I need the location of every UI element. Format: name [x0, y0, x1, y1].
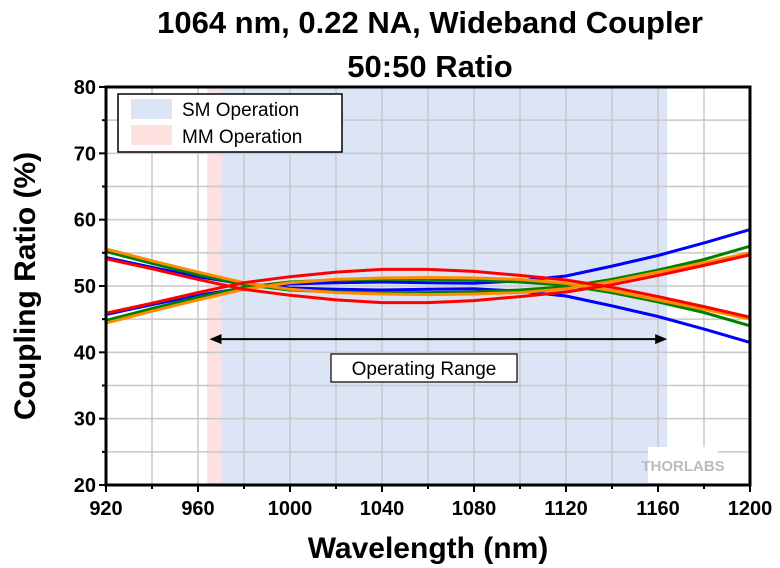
x-tick-label: 1000	[268, 498, 313, 520]
legend-label-mm: MM Operation	[182, 127, 302, 148]
series-line-red-b	[105, 253, 751, 305]
x-tick-label: 1160	[636, 498, 679, 520]
chart-title-line1: 1064 nm, 0.22 NA, Wideband Coupler	[157, 5, 703, 40]
series-line-orange-a	[105, 275, 751, 325]
x-tick-label: 1120	[544, 498, 587, 520]
legend-swatch-sm	[131, 99, 172, 119]
x-tick-label: 1080	[452, 498, 497, 520]
y-tick-label: 60	[74, 210, 96, 232]
series-line-green-a	[105, 277, 751, 328]
x-tick-label: 920	[89, 498, 122, 520]
series-line-green-b	[105, 244, 751, 295]
operating-range-label: Operating Range	[352, 359, 497, 380]
thorlabs-logo: THORLABS	[641, 447, 725, 483]
y-tick-label: 50	[74, 276, 96, 298]
x-tick-label: 1200	[728, 498, 773, 520]
y-tick-label: 70	[74, 143, 96, 165]
chart-title-line2: 50:50 Ratio	[347, 49, 512, 84]
y-tick-label: 80	[74, 77, 96, 99]
series-line-orange-b	[105, 247, 751, 297]
x-axis-label: Wavelength (nm)	[308, 532, 549, 565]
x-tick-label: 960	[181, 498, 214, 520]
x-tick-label: 1040	[360, 498, 405, 520]
y-tick-label: 30	[74, 409, 96, 431]
y-tick-label: 40	[74, 342, 96, 364]
arrowhead-left-icon	[209, 334, 222, 345]
arrowhead-right-icon	[655, 334, 668, 345]
legend-swatch-mm	[131, 125, 172, 145]
legend-label-sm: SM Operation	[182, 100, 299, 121]
y-axis-label: Coupling Ratio (%)	[9, 152, 42, 420]
series-line-red-a	[105, 267, 751, 319]
y-tick-label: 20	[74, 475, 96, 497]
operating-range-box	[330, 353, 518, 383]
legend: SM Operation MM Operation	[117, 93, 343, 153]
svg-text:THORLABS: THORLABS	[641, 458, 724, 475]
